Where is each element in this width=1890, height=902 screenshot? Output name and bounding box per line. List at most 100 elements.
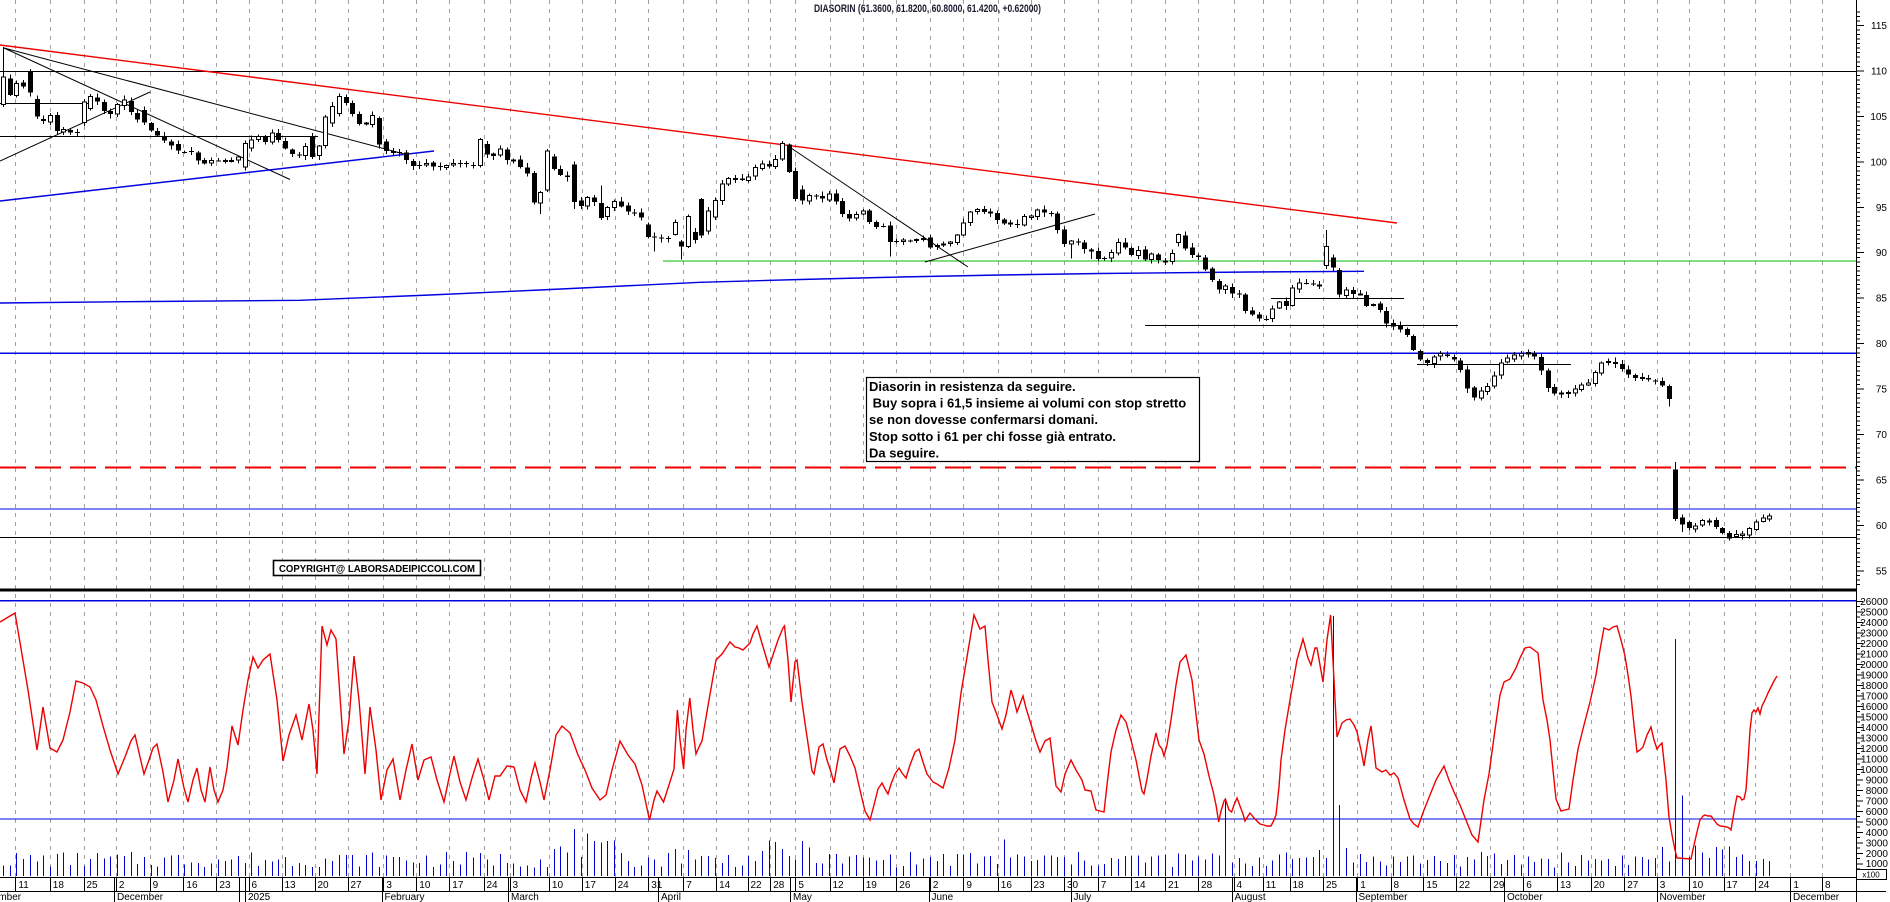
svg-text:9000: 9000 — [1866, 775, 1889, 786]
svg-text:11: 11 — [18, 880, 29, 891]
svg-text:4: 4 — [1237, 880, 1243, 891]
svg-text:1: 1 — [1793, 880, 1799, 891]
svg-text:80: 80 — [1876, 339, 1888, 350]
svg-text:19000: 19000 — [1860, 670, 1888, 681]
svg-text:3: 3 — [386, 880, 392, 891]
svg-text:1: 1 — [1360, 880, 1366, 891]
svg-text:110: 110 — [1871, 66, 1887, 77]
svg-text:13: 13 — [1560, 880, 1572, 891]
svg-text:May: May — [793, 892, 812, 902]
svg-text:July: July — [1074, 892, 1092, 902]
svg-text:18: 18 — [53, 880, 65, 891]
svg-text:12000: 12000 — [1860, 744, 1888, 755]
svg-text:11: 11 — [1266, 880, 1277, 891]
svg-text:28: 28 — [1201, 880, 1213, 891]
svg-text:18: 18 — [1293, 880, 1305, 891]
svg-text:65: 65 — [1876, 476, 1888, 487]
svg-text:24: 24 — [1758, 880, 1770, 891]
svg-text:85: 85 — [1876, 294, 1888, 305]
svg-text:2: 2 — [119, 880, 125, 891]
svg-text:31: 31 — [651, 880, 663, 891]
svg-text:23: 23 — [219, 880, 231, 891]
svg-text:9: 9 — [153, 880, 159, 891]
svg-text:5000: 5000 — [1866, 817, 1889, 828]
svg-text:16: 16 — [186, 880, 198, 891]
svg-text:6000: 6000 — [1866, 807, 1889, 818]
svg-text:December: December — [1793, 892, 1840, 902]
svg-text:13000: 13000 — [1860, 733, 1888, 744]
svg-text:26: 26 — [899, 880, 911, 891]
svg-text:23: 23 — [1034, 880, 1046, 891]
svg-text:27: 27 — [1627, 880, 1639, 891]
svg-text:3: 3 — [513, 880, 519, 891]
svg-text:25: 25 — [1326, 880, 1338, 891]
svg-text:24: 24 — [487, 880, 499, 891]
svg-text:10: 10 — [419, 880, 431, 891]
svg-text:22: 22 — [751, 880, 763, 891]
svg-text:4000: 4000 — [1866, 828, 1889, 839]
svg-text:100: 100 — [1870, 157, 1887, 168]
svg-text:June: June — [932, 892, 954, 902]
svg-text:21: 21 — [1168, 880, 1180, 891]
svg-text:17: 17 — [1727, 880, 1739, 891]
svg-text:10000: 10000 — [1860, 765, 1888, 776]
svg-text:6: 6 — [252, 880, 258, 891]
svg-text:23000: 23000 — [1860, 628, 1888, 639]
svg-text:14000: 14000 — [1860, 723, 1888, 734]
svg-text:November: November — [0, 892, 22, 902]
svg-text:Buy sopra i 61,5 insieme ai vo: Buy sopra i 61,5 insieme ai volumi con s… — [869, 396, 1186, 411]
svg-text:7: 7 — [1101, 880, 1107, 891]
svg-text:30: 30 — [1067, 880, 1079, 891]
svg-text:22000: 22000 — [1860, 639, 1888, 650]
svg-text:8: 8 — [1394, 880, 1400, 891]
svg-text:115: 115 — [1871, 21, 1887, 32]
svg-text:November: November — [1660, 892, 1707, 902]
svg-text:60: 60 — [1876, 521, 1888, 532]
svg-text:13: 13 — [285, 880, 297, 891]
svg-text:75: 75 — [1876, 385, 1888, 396]
svg-text:Stop sotto i 61 per chi fosse: Stop sotto i 61 per chi fosse già entrat… — [869, 429, 1116, 444]
svg-text:x100: x100 — [1862, 871, 1880, 880]
svg-text:19: 19 — [866, 880, 878, 891]
svg-text:27: 27 — [351, 880, 363, 891]
svg-text:17000: 17000 — [1860, 691, 1888, 702]
svg-text:15000: 15000 — [1860, 712, 1888, 723]
svg-text:February: February — [385, 892, 425, 902]
svg-text:12: 12 — [833, 880, 845, 891]
svg-text:24000: 24000 — [1860, 618, 1888, 629]
svg-text:October: October — [1507, 892, 1543, 902]
svg-text:7000: 7000 — [1866, 796, 1889, 807]
svg-text:70: 70 — [1876, 430, 1888, 441]
svg-text:10: 10 — [1692, 880, 1704, 891]
svg-text:3: 3 — [1660, 880, 1666, 891]
svg-text:18000: 18000 — [1860, 681, 1888, 692]
svg-text:8000: 8000 — [1866, 786, 1889, 797]
svg-text:April: April — [661, 892, 681, 902]
svg-text:105: 105 — [1870, 112, 1887, 123]
svg-text:8: 8 — [1825, 880, 1831, 891]
svg-text:20: 20 — [1594, 880, 1606, 891]
svg-text:9: 9 — [966, 880, 972, 891]
svg-text:COPYRIGHT@ LABORSADEIPICCOLI.C: COPYRIGHT@ LABORSADEIPICCOLI.COM — [279, 563, 475, 575]
svg-text:14: 14 — [719, 880, 731, 891]
svg-text:20: 20 — [318, 880, 330, 891]
svg-text:11000: 11000 — [1861, 754, 1889, 765]
svg-text:10: 10 — [552, 880, 564, 891]
svg-text:16: 16 — [1001, 880, 1013, 891]
svg-text:DIASORIN (61.3600, 61.8200, 60: DIASORIN (61.3600, 61.8200, 60.8000, 61.… — [814, 3, 1041, 15]
svg-text:December: December — [117, 892, 164, 902]
svg-text:Da seguire.: Da seguire. — [869, 445, 939, 460]
svg-text:22: 22 — [1459, 880, 1471, 891]
svg-text:2025: 2025 — [248, 892, 271, 902]
svg-text:17: 17 — [585, 880, 597, 891]
svg-text:2: 2 — [933, 880, 939, 891]
svg-text:20000: 20000 — [1860, 660, 1888, 671]
svg-text:25000: 25000 — [1860, 607, 1888, 618]
svg-text:24: 24 — [618, 880, 630, 891]
svg-text:26000: 26000 — [1860, 597, 1888, 608]
svg-text:1000: 1000 — [1866, 859, 1889, 870]
svg-text:14: 14 — [1134, 880, 1146, 891]
svg-text:August: August — [1235, 892, 1266, 902]
svg-text:se non dovesse confermarsi dom: se non dovesse confermarsi domani. — [869, 412, 1098, 427]
svg-text:16000: 16000 — [1860, 702, 1888, 713]
